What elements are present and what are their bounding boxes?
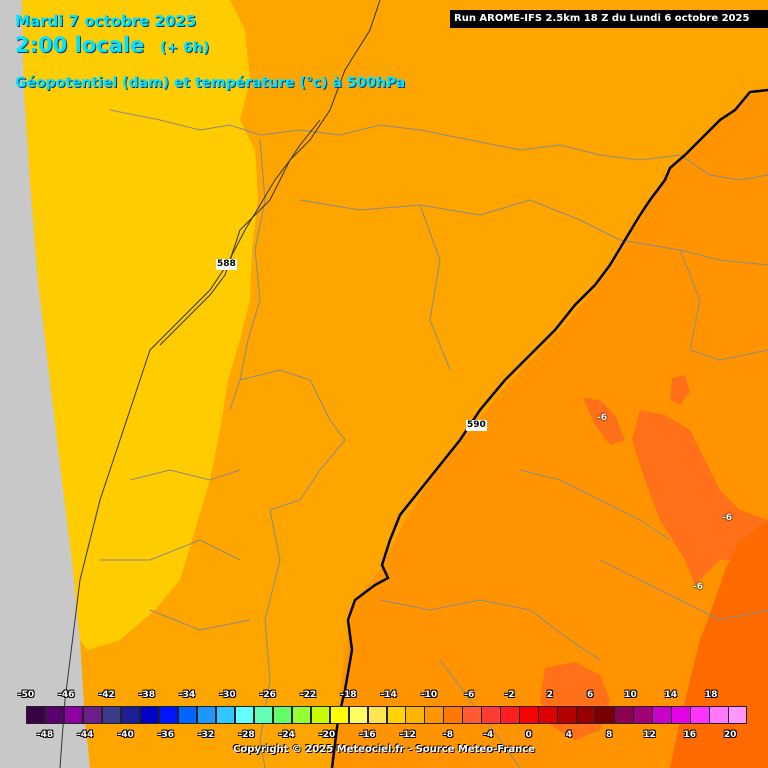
legend-swatch (481, 706, 501, 724)
legend-swatch (690, 706, 710, 724)
region-borders (100, 109, 768, 768)
warm-pocket-small (583, 398, 625, 445)
legend-tick-bottom: 16 (683, 730, 697, 740)
legend-tick-bottom: -32 (198, 730, 215, 740)
legend-tick-bottom: 8 (606, 730, 613, 740)
warm-pocket (632, 410, 768, 585)
forecast-date: Mardi 7 octobre 2025 (15, 12, 197, 30)
legend-tick-top: -46 (58, 690, 75, 700)
legend-swatch (386, 706, 406, 724)
legend-tick-bottom: -8 (443, 730, 453, 740)
legend-swatch (272, 706, 293, 724)
run-info: Run AROME-IFS 2.5km 18 Z du Lundi 6 octo… (450, 10, 768, 28)
legend-tick-top: -14 (380, 690, 397, 700)
legend-swatch (709, 706, 729, 724)
legend-swatch (215, 706, 236, 724)
legend-tick-top: -26 (259, 690, 276, 700)
band-590-592 (330, 90, 768, 768)
legend-tick-bottom: -40 (117, 730, 134, 740)
legend-tick-bottom: 20 (723, 730, 737, 740)
legend-tick-top: 6 (587, 690, 594, 700)
legend-swatch (557, 706, 577, 724)
legend-swatch (671, 706, 691, 724)
legend-tick-bottom: 0 (525, 730, 532, 740)
legend-tick-top: -30 (219, 690, 236, 700)
legend-tick-bottom: -16 (359, 730, 376, 740)
legend-tick-bottom: -12 (399, 730, 416, 740)
legend-swatch (595, 706, 615, 724)
temperature-label: -6 (597, 413, 607, 423)
legend-swatch (291, 706, 312, 724)
legend-tick-bottom: -44 (77, 730, 94, 740)
warm-pocket-dot (670, 375, 690, 405)
parameter-title: Géopotentiel (dam) et température (°c) à… (15, 75, 406, 91)
legend-tick-top: -10 (420, 690, 438, 700)
legend-swatch (462, 706, 482, 724)
legend-tick-bottom: 4 (565, 730, 573, 740)
legend-swatch (234, 706, 255, 724)
legend-swatch (139, 706, 160, 724)
color-legend: -50 -46 -42 -38 -34 -30 -26 -22 -18 -14 -10 -6 -2 2 6 1… (0, 688, 768, 768)
legend-tick-top: -18 (340, 690, 357, 700)
legend-tick-top: -38 (138, 690, 156, 700)
legend-swatch (177, 706, 198, 724)
legend-tick-bottom: -4 (483, 730, 494, 740)
legend-swatch (652, 706, 672, 724)
legend-swatch (348, 706, 369, 724)
legend-tick-bottom: -36 (157, 730, 175, 740)
legend-swatch (576, 706, 596, 724)
yellow-band (22, 0, 258, 650)
legend-swatch (614, 706, 634, 724)
legend-swatch (26, 706, 46, 724)
legend-swatch (310, 706, 331, 724)
legend-tick-top: 2 (546, 690, 554, 700)
legend-tick-top: 14 (664, 690, 678, 700)
geopotential-label-590: 590 (466, 420, 487, 431)
legend-swatch (44, 706, 65, 724)
legend-tick-top: -50 (17, 690, 35, 700)
legend-swatch (82, 706, 103, 724)
contour-588 (159, 119, 321, 346)
legend-swatch (728, 706, 748, 724)
legend-swatch (443, 706, 463, 724)
legend-tick-top: 18 (704, 690, 718, 700)
forecast-time: 2:00 locale (15, 33, 145, 57)
legend-swatch (367, 706, 387, 724)
legend-swatch (405, 706, 425, 724)
legend-tick-top: 10 (624, 690, 637, 700)
legend-tick-bottom: -48 (36, 730, 54, 740)
legend-swatch (519, 706, 539, 724)
legend-tick-bottom: -28 (238, 730, 255, 740)
legend-tick-top: -6 (464, 690, 475, 700)
legend-tick-top: -22 (299, 690, 317, 700)
legend-tick-bottom: 12 (643, 730, 656, 740)
legend-swatch (63, 706, 84, 724)
national-border (59, 0, 381, 768)
legend-swatch (329, 706, 350, 724)
legend-swatch (253, 706, 274, 724)
copyright: Copyright © 2025 Meteociel.fr - Source M… (233, 744, 535, 755)
legend-swatch (101, 706, 122, 724)
temperature-label: -6 (722, 513, 732, 523)
legend-swatch (158, 706, 179, 724)
legend-tick-top: -34 (179, 690, 196, 700)
lead-time: (+ 6h) (160, 40, 210, 56)
legend-swatch (120, 706, 141, 724)
temperature-label: -6 (693, 582, 703, 592)
legend-swatch (500, 706, 520, 724)
legend-swatch (196, 706, 217, 724)
legend-swatch (424, 706, 444, 724)
legend-tick-top: -42 (98, 690, 115, 700)
legend-swatch (633, 706, 653, 724)
legend-tick-bottom: -20 (318, 730, 336, 740)
geopotential-label-588: 588 (216, 259, 237, 270)
legend-tick-bottom: -24 (278, 730, 295, 740)
legend-tick-top: -2 (504, 690, 515, 700)
legend-swatch (538, 706, 558, 724)
contour-590 (330, 88, 768, 768)
